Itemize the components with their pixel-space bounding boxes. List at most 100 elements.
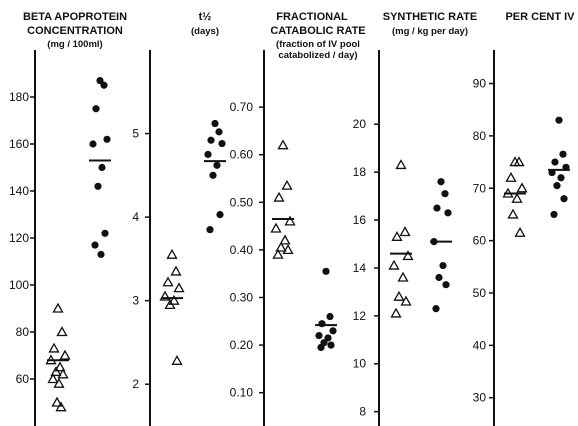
panel-3-series-1-dot-point bbox=[442, 281, 450, 289]
panel-3-title: SYNTHETIC RATE (mg / kg per day) bbox=[383, 11, 478, 37]
panel-4-series-0-triangle-point bbox=[511, 192, 523, 203]
panel-0-series-0-triangle-point bbox=[56, 326, 68, 337]
panel-4-series-1-dot-point bbox=[548, 168, 556, 177]
panel-1-series-0-triangle-point bbox=[166, 248, 178, 259]
panel-2-title: FRACTIONAL CATABOLIC RATE (fraction of I… bbox=[270, 11, 365, 61]
panel-1-series-1-dot-point bbox=[204, 150, 212, 159]
panel-3-y-tick-label: 14 bbox=[353, 261, 367, 275]
panel-0-y-tick-label: 160 bbox=[9, 137, 29, 151]
panel-2-y-tick-label: 0.40 bbox=[230, 243, 254, 257]
panel-4-series-0-triangle-point bbox=[513, 156, 525, 167]
panel-3-series-1-dot-point bbox=[441, 190, 449, 198]
panel-2-y-tick-label: 0.30 bbox=[230, 290, 254, 304]
panel-4-title-line-0: PER CENT IV bbox=[505, 11, 575, 23]
panel-2-series-1-dot-point bbox=[327, 341, 335, 349]
panel-1-series-1-dot-point bbox=[213, 161, 221, 169]
panel-2-title-line-2: (fraction of IV pool bbox=[276, 39, 360, 50]
panel-0-series-0-triangle-point bbox=[53, 377, 65, 388]
panel-4-y-tick-label: 60 bbox=[473, 234, 487, 248]
panel-3-series-1-dot-point bbox=[439, 261, 447, 270]
panel-2-series-0-triangle-point bbox=[284, 215, 296, 226]
panel-0-series-0-triangle-point bbox=[45, 354, 57, 365]
panel-0-series-0-triangle-point bbox=[54, 361, 66, 372]
panel-0-series-1-dot-point bbox=[100, 81, 108, 89]
panel-0-series-0-triangle-point bbox=[48, 342, 60, 353]
panel-4-series-1-dot-point bbox=[551, 158, 559, 166]
panel-4-y-tick-label: 40 bbox=[473, 338, 487, 352]
panel-4-series-1-dot-point bbox=[559, 150, 567, 158]
panel-1-y-tick-label: 2 bbox=[132, 377, 139, 391]
panel-3-title-line-0: SYNTHETIC RATE bbox=[383, 11, 478, 23]
panel-0-y-tick-label: 180 bbox=[9, 90, 29, 104]
panel-0-series-1-dot-point bbox=[94, 182, 102, 190]
panel-4-y-tick-label: 30 bbox=[473, 391, 487, 405]
panel-4-series-0-triangle-point bbox=[514, 226, 526, 237]
panel-2-title-line-0: FRACTIONAL bbox=[276, 11, 348, 23]
panel-2-y-tick-label: 0.70 bbox=[230, 100, 254, 114]
panel-1-series-1-dot-point bbox=[207, 136, 215, 144]
panel-0-series-0-triangle-point bbox=[50, 366, 62, 377]
panel-3-series-0-triangle-point bbox=[397, 271, 409, 282]
panel-4-series-1-dot-point bbox=[555, 116, 563, 124]
panel-2-series-0-triangle-point bbox=[281, 179, 293, 190]
panel-3-y-tick-label: 16 bbox=[353, 213, 367, 227]
panel-3-series-0-triangle-point bbox=[390, 307, 402, 318]
panel-0-series-1-dot-point bbox=[103, 135, 111, 143]
panel-0-title-line-1: CONCENTRATION bbox=[27, 25, 123, 37]
panel-2-y-tick-label: 0.60 bbox=[230, 148, 254, 162]
panel-4-series-1-dot-point bbox=[562, 163, 570, 171]
panel-2-series-1-dot-point bbox=[322, 267, 330, 275]
panel-1-series-0-triangle-point bbox=[159, 290, 171, 301]
panel-4-y-tick-label: 50 bbox=[473, 286, 487, 300]
panel-2-series-0-triangle-point bbox=[272, 248, 284, 259]
panel-3-title-line-1: (mg / kg per day) bbox=[392, 26, 468, 37]
panel-0-title-line-0: BETA APOPROTEIN bbox=[23, 11, 127, 23]
panel-1-series-0-triangle-point bbox=[164, 299, 176, 309]
panel-0-series-1-dot-point bbox=[98, 163, 106, 172]
panel-3-series-1-dot-point bbox=[433, 204, 441, 212]
panel-3-series-1-dot-point bbox=[432, 305, 440, 313]
panel-3-y-tick-label: 12 bbox=[353, 309, 367, 323]
panel-1-series-0-triangle-point bbox=[171, 355, 183, 365]
panel-1-series-0-triangle-point bbox=[162, 276, 174, 287]
panel-1-series-1-dot-point bbox=[216, 211, 224, 219]
panel-2-series-0-triangle-point bbox=[275, 241, 287, 252]
panel-3-series-0-triangle-point bbox=[391, 230, 403, 241]
panel-0-y-tick-label: 120 bbox=[9, 231, 29, 245]
panel-0-series-1-dot-point bbox=[92, 105, 100, 113]
panel-2-title-line-3: catabolized / day) bbox=[278, 50, 357, 61]
panel-2-y-tick-label: 0.10 bbox=[230, 386, 254, 400]
panel-3-series-0-triangle-point bbox=[395, 159, 407, 170]
panel-4-series-1-dot-point bbox=[557, 174, 565, 182]
panel-2-series-1-dot-point bbox=[318, 320, 326, 328]
panel-2-series-1-dot-point bbox=[326, 312, 334, 321]
panel-0-series-0-triangle-point bbox=[47, 373, 59, 384]
panel-4-series-1-dot-point bbox=[553, 182, 561, 190]
panel-3-series-0-triangle-point bbox=[400, 295, 412, 306]
panel-4-y-tick-label: 80 bbox=[473, 129, 487, 143]
panel-2-series-0-triangle-point bbox=[270, 222, 282, 233]
panel-3-series-1-dot-point bbox=[437, 178, 445, 186]
panel-0-y-tick-label: 80 bbox=[16, 325, 30, 339]
panel-2-series-1-dot-point bbox=[317, 343, 325, 352]
panel-3-series-1-dot-point bbox=[444, 209, 452, 217]
panel-4-y-tick-label: 70 bbox=[473, 181, 487, 195]
panel-4-series-1-dot-point bbox=[550, 210, 558, 219]
panel-4-series-0-triangle-point bbox=[505, 171, 517, 182]
panel-1-series-1-dot-point bbox=[206, 226, 214, 234]
panel-3-y-tick-label: 20 bbox=[353, 117, 367, 131]
panel-1-series-1-dot-point bbox=[211, 119, 219, 128]
panel-2-series-1-dot-point bbox=[324, 334, 332, 342]
panel-0-series-0-triangle-point bbox=[55, 401, 67, 412]
panel-4-series-0-triangle-point bbox=[516, 182, 528, 193]
panel-1-series-1-dot-point bbox=[215, 128, 223, 136]
panel-1-series-0-triangle-point bbox=[170, 265, 182, 276]
panel-2-series-0-triangle-point bbox=[277, 139, 289, 150]
panel-3-series-1-dot-point bbox=[430, 237, 438, 246]
panel-4-y-tick-label: 90 bbox=[473, 77, 487, 91]
panel-0-series-0-triangle-point bbox=[52, 302, 64, 313]
panel-2-series-0-triangle-point bbox=[273, 191, 285, 202]
panel-3-series-0-triangle-point bbox=[402, 250, 414, 261]
panel-1-y-tick-label: 4 bbox=[132, 210, 139, 224]
panel-2-title-line-1: CATABOLIC RATE bbox=[270, 25, 365, 37]
